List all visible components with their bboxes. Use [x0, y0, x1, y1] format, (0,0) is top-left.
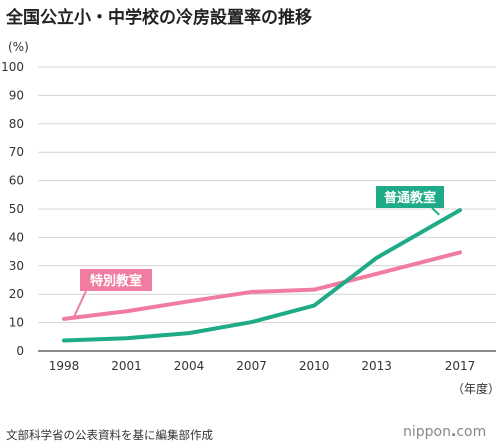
x-axis-unit: （年度）: [452, 382, 500, 396]
series-label-text: 特別教室: [90, 273, 142, 289]
brand-logo: nippon.com: [403, 424, 486, 440]
brand-dot: .: [450, 424, 457, 440]
y-tick-label: 20: [9, 287, 24, 301]
y-tick-label: 30: [9, 259, 24, 273]
series-label-pointer: [73, 290, 87, 318]
x-tick-label: 2013: [361, 359, 392, 373]
series-label-pointer: [431, 207, 440, 216]
y-tick-label: 70: [9, 145, 24, 159]
chart-title: 全国公立小・中学校の冷房設置率の推移: [6, 8, 312, 28]
x-tick-label: 2001: [111, 359, 142, 373]
series-label-box: [80, 269, 152, 291]
series-label: 普通教室: [376, 186, 444, 216]
series-label-text: 普通教室: [384, 190, 436, 206]
source-note: 文部科学省の公表資料を基に編集部作成: [6, 428, 213, 442]
y-tick-label: 60: [9, 174, 24, 188]
series-label-box: [376, 186, 444, 208]
y-tick-label: 100: [1, 60, 24, 74]
y-tick-label: 10: [9, 316, 24, 330]
x-tick-label: 2004: [174, 359, 205, 373]
y-axis-unit: (%): [8, 40, 29, 54]
x-tick-label: 2007: [236, 359, 267, 373]
x-tick-label: 2010: [299, 359, 330, 373]
line-chart: 0 10 20 30 40 50 60 70 80 90 100 1998 2001 2004 2007 20…: [1, 60, 496, 373]
series-label: 特別教室: [73, 269, 152, 318]
x-tick-label: 2017: [445, 359, 476, 373]
x-tick-label: 1998: [49, 359, 80, 373]
brand-prefix: nippon: [403, 424, 451, 440]
y-tick-label: 0: [16, 344, 24, 358]
y-tick-label: 90: [9, 88, 24, 102]
y-tick-label: 40: [9, 230, 24, 244]
y-tick-label: 50: [9, 202, 24, 216]
y-tick-label: 80: [9, 117, 24, 131]
brand-suffix: com: [456, 424, 487, 440]
